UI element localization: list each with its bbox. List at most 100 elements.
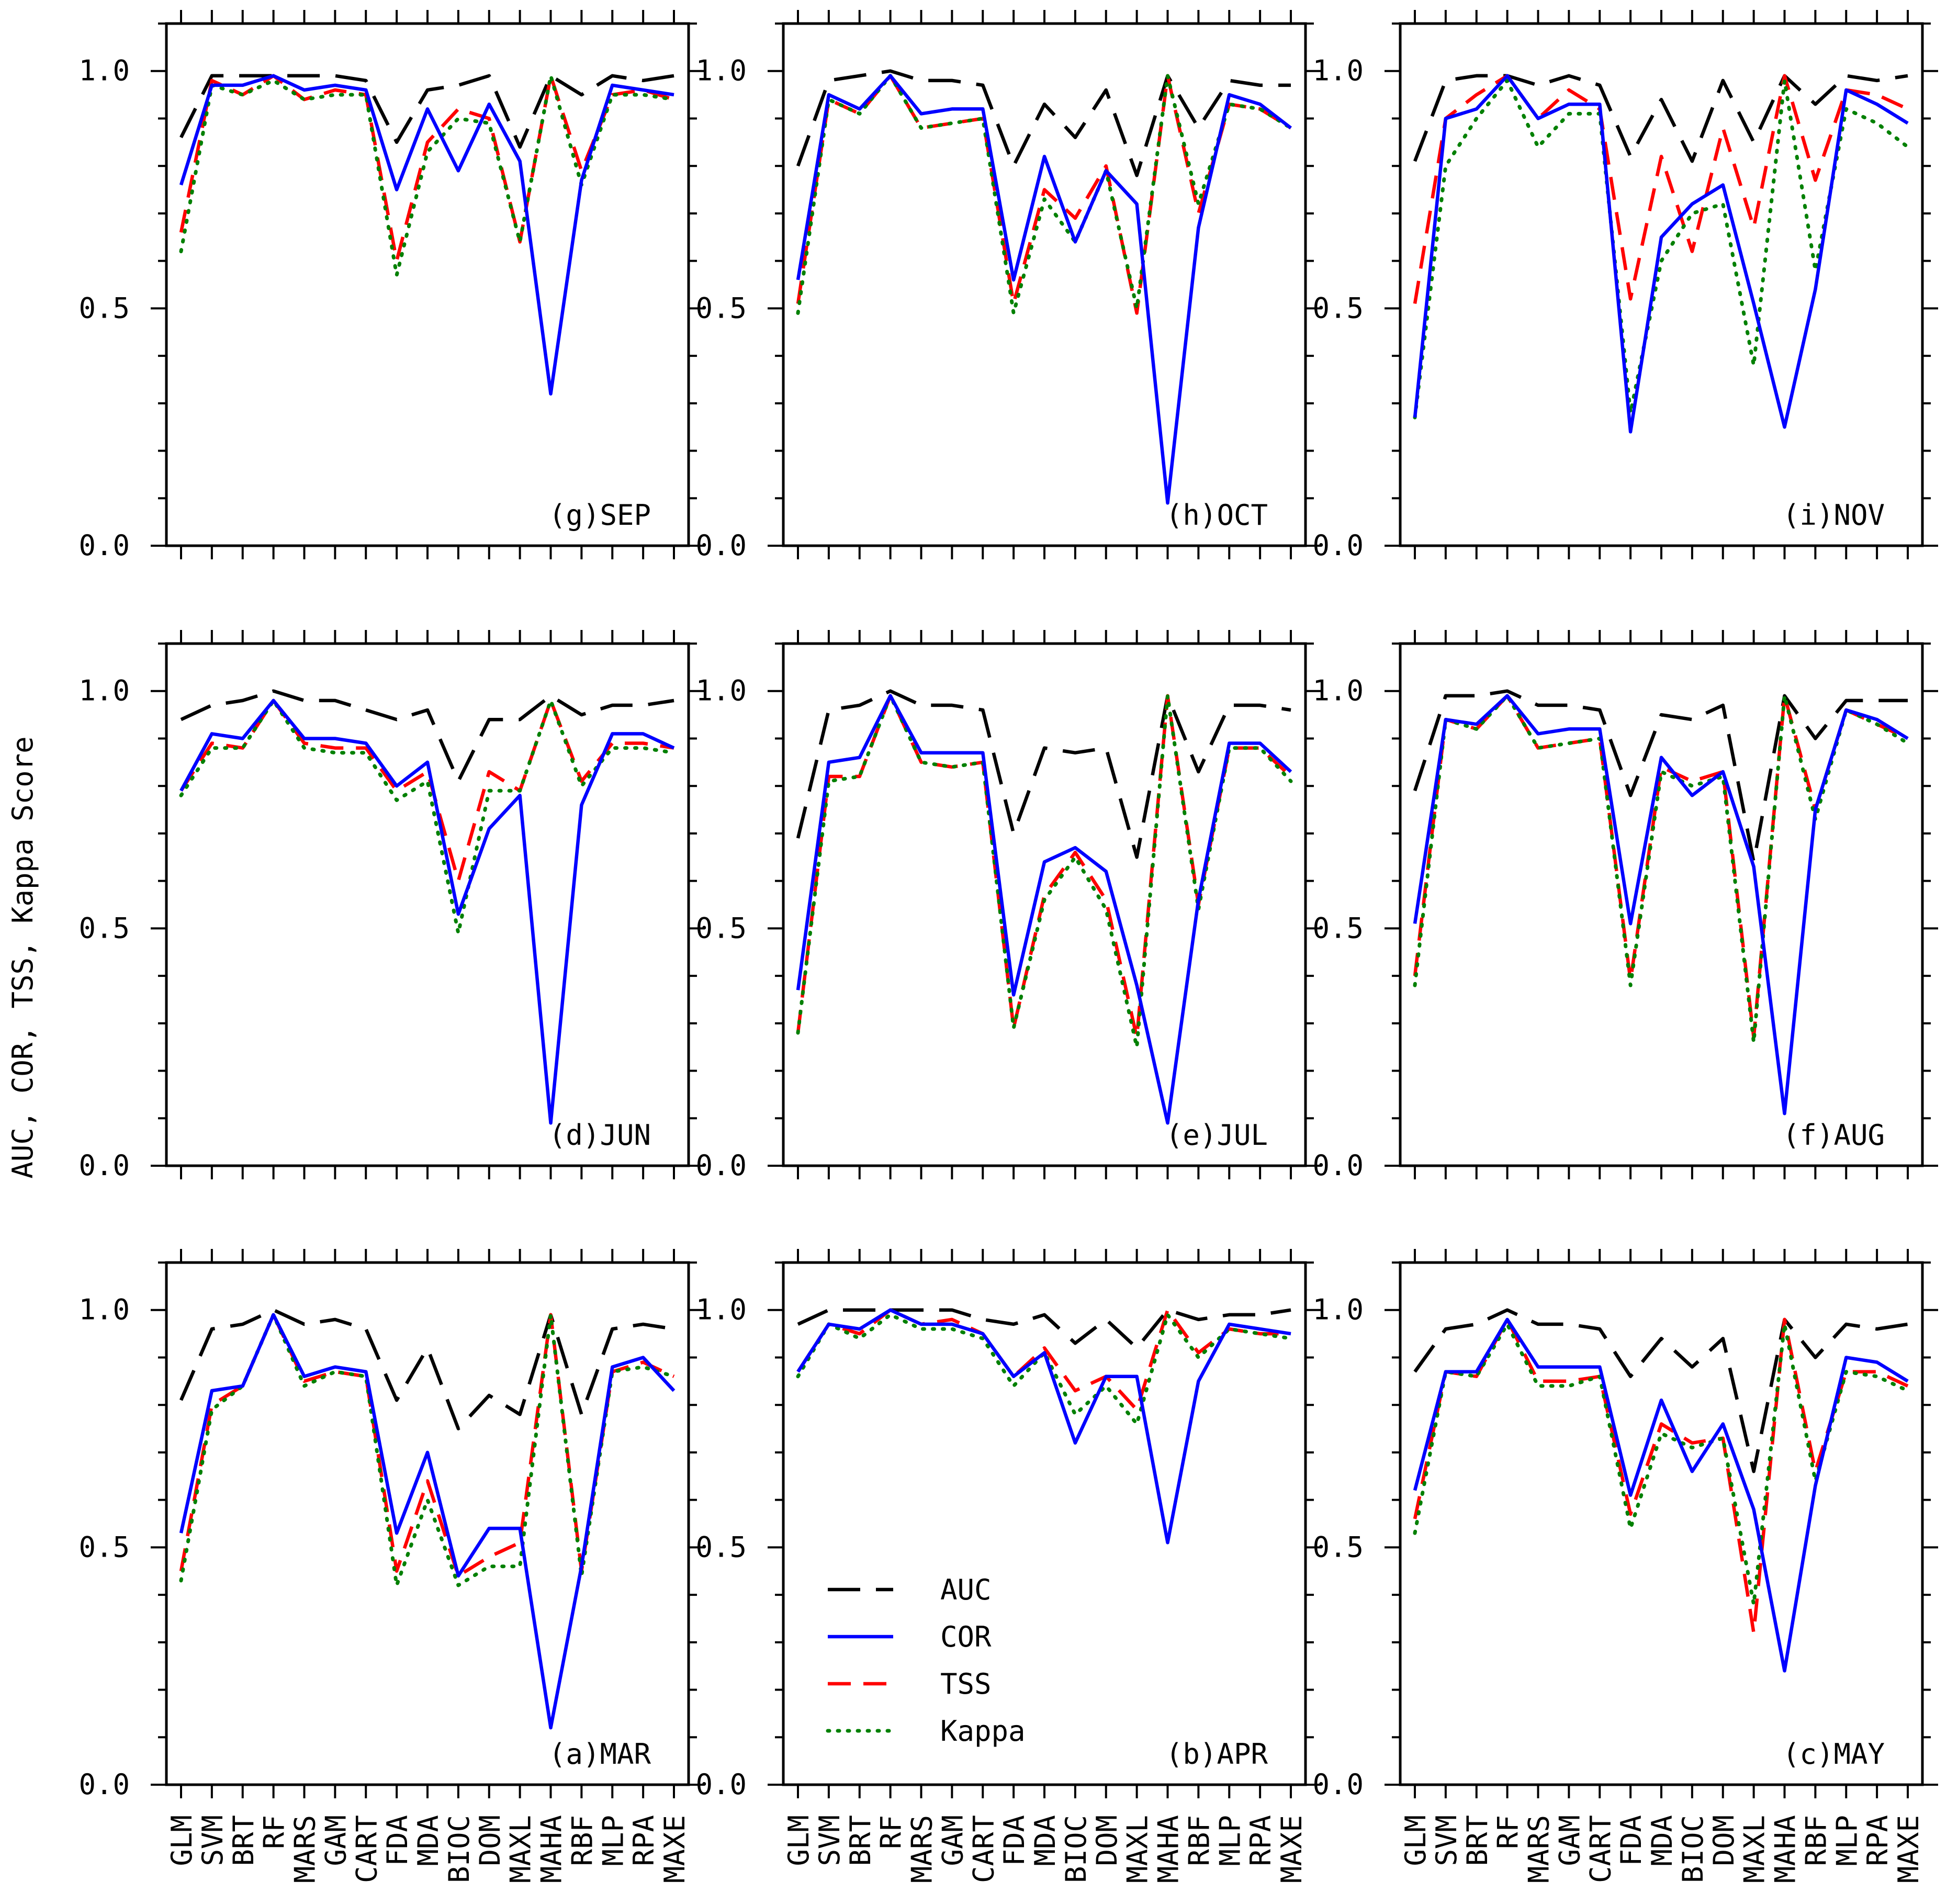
series-line-auc <box>796 69 1291 177</box>
x-tick-label-dom: DOM <box>1707 1815 1740 1866</box>
y-tick-label: 1.0 <box>78 1293 130 1326</box>
panel-title: (f)AUG <box>1783 1119 1885 1152</box>
x-tick-label-mda: MDA <box>412 1815 445 1866</box>
plot-frame <box>165 642 690 1167</box>
x-tick-label-glm: GLM <box>1399 1815 1432 1866</box>
x-tick-label-gam: GAM <box>319 1815 352 1866</box>
y-tick-label: 0.0 <box>695 1768 747 1801</box>
panel-cmay: 0.0 0.5 1.0 GLMSVMBRTRFMARSGAMCARTFDAMDABIO… <box>1312 1249 1938 1883</box>
panel-amar: 0.0 0.5 1.0 GLMSVMBRTRFMARSGAMCARTFDAMDABIO… <box>78 1249 704 1883</box>
series-line-kappa <box>796 74 1293 315</box>
y-tick-label: 0.0 <box>695 1149 747 1182</box>
x-tick-label-mlp: MLP <box>597 1815 629 1866</box>
x-tick-label-dom: DOM <box>1090 1815 1123 1866</box>
x-tick-label-svm: SVM <box>813 1815 846 1866</box>
legend-label-kappa: Kappa <box>940 1715 1026 1748</box>
y-axis-label: AUC, COR, TSS, Kappa Score <box>6 736 39 1178</box>
series-line-cor <box>179 74 674 396</box>
x-tick-label-cart: CART <box>1584 1815 1617 1883</box>
x-tick-label-cart: CART <box>350 1815 383 1883</box>
panel-bapr: 0.0 0.5 1.0 GLMSVMBRTRFMARSGAMCARTFDAMDABIO… <box>695 1249 1321 1883</box>
x-tick-label-rpa: RPA <box>1244 1815 1277 1866</box>
series-line-cor <box>179 1313 676 1730</box>
series-line-auc <box>179 74 674 149</box>
panel-inov: 0.0 0.5 1.0 (i)NOV <box>1312 10 1938 562</box>
series-line-auc <box>1413 689 1908 864</box>
y-tick-label: 0.5 <box>78 1530 130 1563</box>
x-tick-label-maha: MAHA <box>1152 1815 1185 1883</box>
series-line-cor <box>1413 74 1909 434</box>
y-tick-label: 0.5 <box>78 291 130 324</box>
y-tick-label: 0.5 <box>695 1530 747 1563</box>
x-tick-label-mlp: MLP <box>1830 1815 1863 1866</box>
series-line-cor <box>1413 694 1909 1116</box>
series-line-tss <box>796 1308 1291 1412</box>
x-tick-label-maxl: MAXL <box>1738 1815 1771 1883</box>
legend-label-auc: AUC <box>940 1573 992 1606</box>
x-tick-label-rf: RF <box>1492 1815 1525 1849</box>
series-line-cor <box>796 74 1292 505</box>
x-tick-label-rf: RF <box>875 1815 908 1849</box>
x-tick-label-rpa: RPA <box>627 1815 660 1866</box>
x-tick-label-fda: FDA <box>998 1815 1031 1866</box>
x-tick-label-rf: RF <box>258 1815 291 1849</box>
panel-title: (i)NOV <box>1783 499 1885 532</box>
y-tick-label: 0.5 <box>695 291 747 324</box>
x-tick-label-bioc: BIOC <box>1060 1815 1093 1883</box>
y-tick-label: 0.0 <box>1312 1149 1364 1182</box>
x-tick-label-glm: GLM <box>165 1815 198 1866</box>
panel-title: (h)OCT <box>1166 499 1268 532</box>
y-tick-label: 0.0 <box>1312 1768 1364 1801</box>
x-tick-label-maxe: MAXE <box>658 1815 691 1883</box>
panel-title: (d)JUN <box>549 1119 651 1152</box>
y-tick-label: 1.0 <box>78 674 130 707</box>
panel-title: (a)MAR <box>549 1738 651 1771</box>
series-line-tss <box>1413 1317 1909 1635</box>
x-tick-label-mars: MARS <box>289 1815 322 1883</box>
y-tick-label: 0.5 <box>1312 291 1364 324</box>
x-tick-label-svm: SVM <box>1430 1815 1463 1866</box>
series-line-auc <box>1413 1308 1908 1473</box>
x-tick-label-mlp: MLP <box>1213 1815 1246 1866</box>
x-tick-label-rpa: RPA <box>1861 1815 1894 1866</box>
x-tick-label-svm: SVM <box>196 1815 229 1866</box>
x-tick-label-fda: FDA <box>381 1815 414 1866</box>
x-tick-label-maha: MAHA <box>535 1815 568 1883</box>
legend: AUC COR TSS Kappa <box>826 1573 1026 1748</box>
x-tick-label-mars: MARS <box>906 1815 939 1883</box>
y-tick-label: 1.0 <box>1312 674 1364 707</box>
x-tick-label-brt: BRT <box>1461 1815 1494 1866</box>
x-tick-label-mda: MDA <box>1029 1815 1062 1866</box>
series-line-auc <box>1413 74 1908 163</box>
x-tick-label-maxe: MAXE <box>1275 1815 1308 1883</box>
legend-label-cor: COR <box>940 1620 992 1653</box>
series-line-kappa <box>796 694 1293 1049</box>
y-tick-label: 1.0 <box>695 674 747 707</box>
x-tick-label-rbf: RBF <box>1183 1815 1216 1866</box>
plot-frame <box>782 1261 1307 1786</box>
x-tick-label-gam: GAM <box>936 1815 969 1866</box>
panel-faug: 0.0 0.5 1.0 (f)AUG <box>1312 630 1938 1182</box>
series-line-kappa <box>796 1313 1293 1426</box>
y-tick-label: 0.5 <box>695 911 747 944</box>
panel-title: (e)JUL <box>1166 1119 1268 1152</box>
x-tick-label-cart: CART <box>967 1815 1000 1883</box>
series-line-cor <box>796 694 1292 1125</box>
series-line-auc <box>179 1308 674 1430</box>
series-line-kappa <box>179 1313 676 1587</box>
x-tick-label-mda: MDA <box>1646 1815 1679 1866</box>
panel-djun: 0.0 0.5 1.0 (d)JUN <box>78 630 704 1182</box>
series-line-kappa <box>1413 78 1910 420</box>
panels: 0.0 0.5 1.0 (g)SEP 0.0 0.5 1.0 (h)OCT 0.0 0.5 1.0 (… <box>78 10 1938 1883</box>
x-tick-label-bioc: BIOC <box>443 1815 476 1883</box>
y-tick-label: 0.5 <box>1312 911 1364 944</box>
series-line-cor <box>1413 1317 1909 1673</box>
plot-frame <box>782 642 1307 1167</box>
x-tick-label-rbf: RBF <box>566 1815 599 1866</box>
panel-title: (g)SEP <box>549 499 651 532</box>
x-tick-label-mars: MARS <box>1523 1815 1556 1883</box>
series-line-tss <box>179 698 674 883</box>
series-line-auc <box>797 1308 1291 1350</box>
panel-title: (c)MAY <box>1783 1738 1885 1771</box>
x-tick-label-maxl: MAXL <box>1121 1815 1154 1883</box>
